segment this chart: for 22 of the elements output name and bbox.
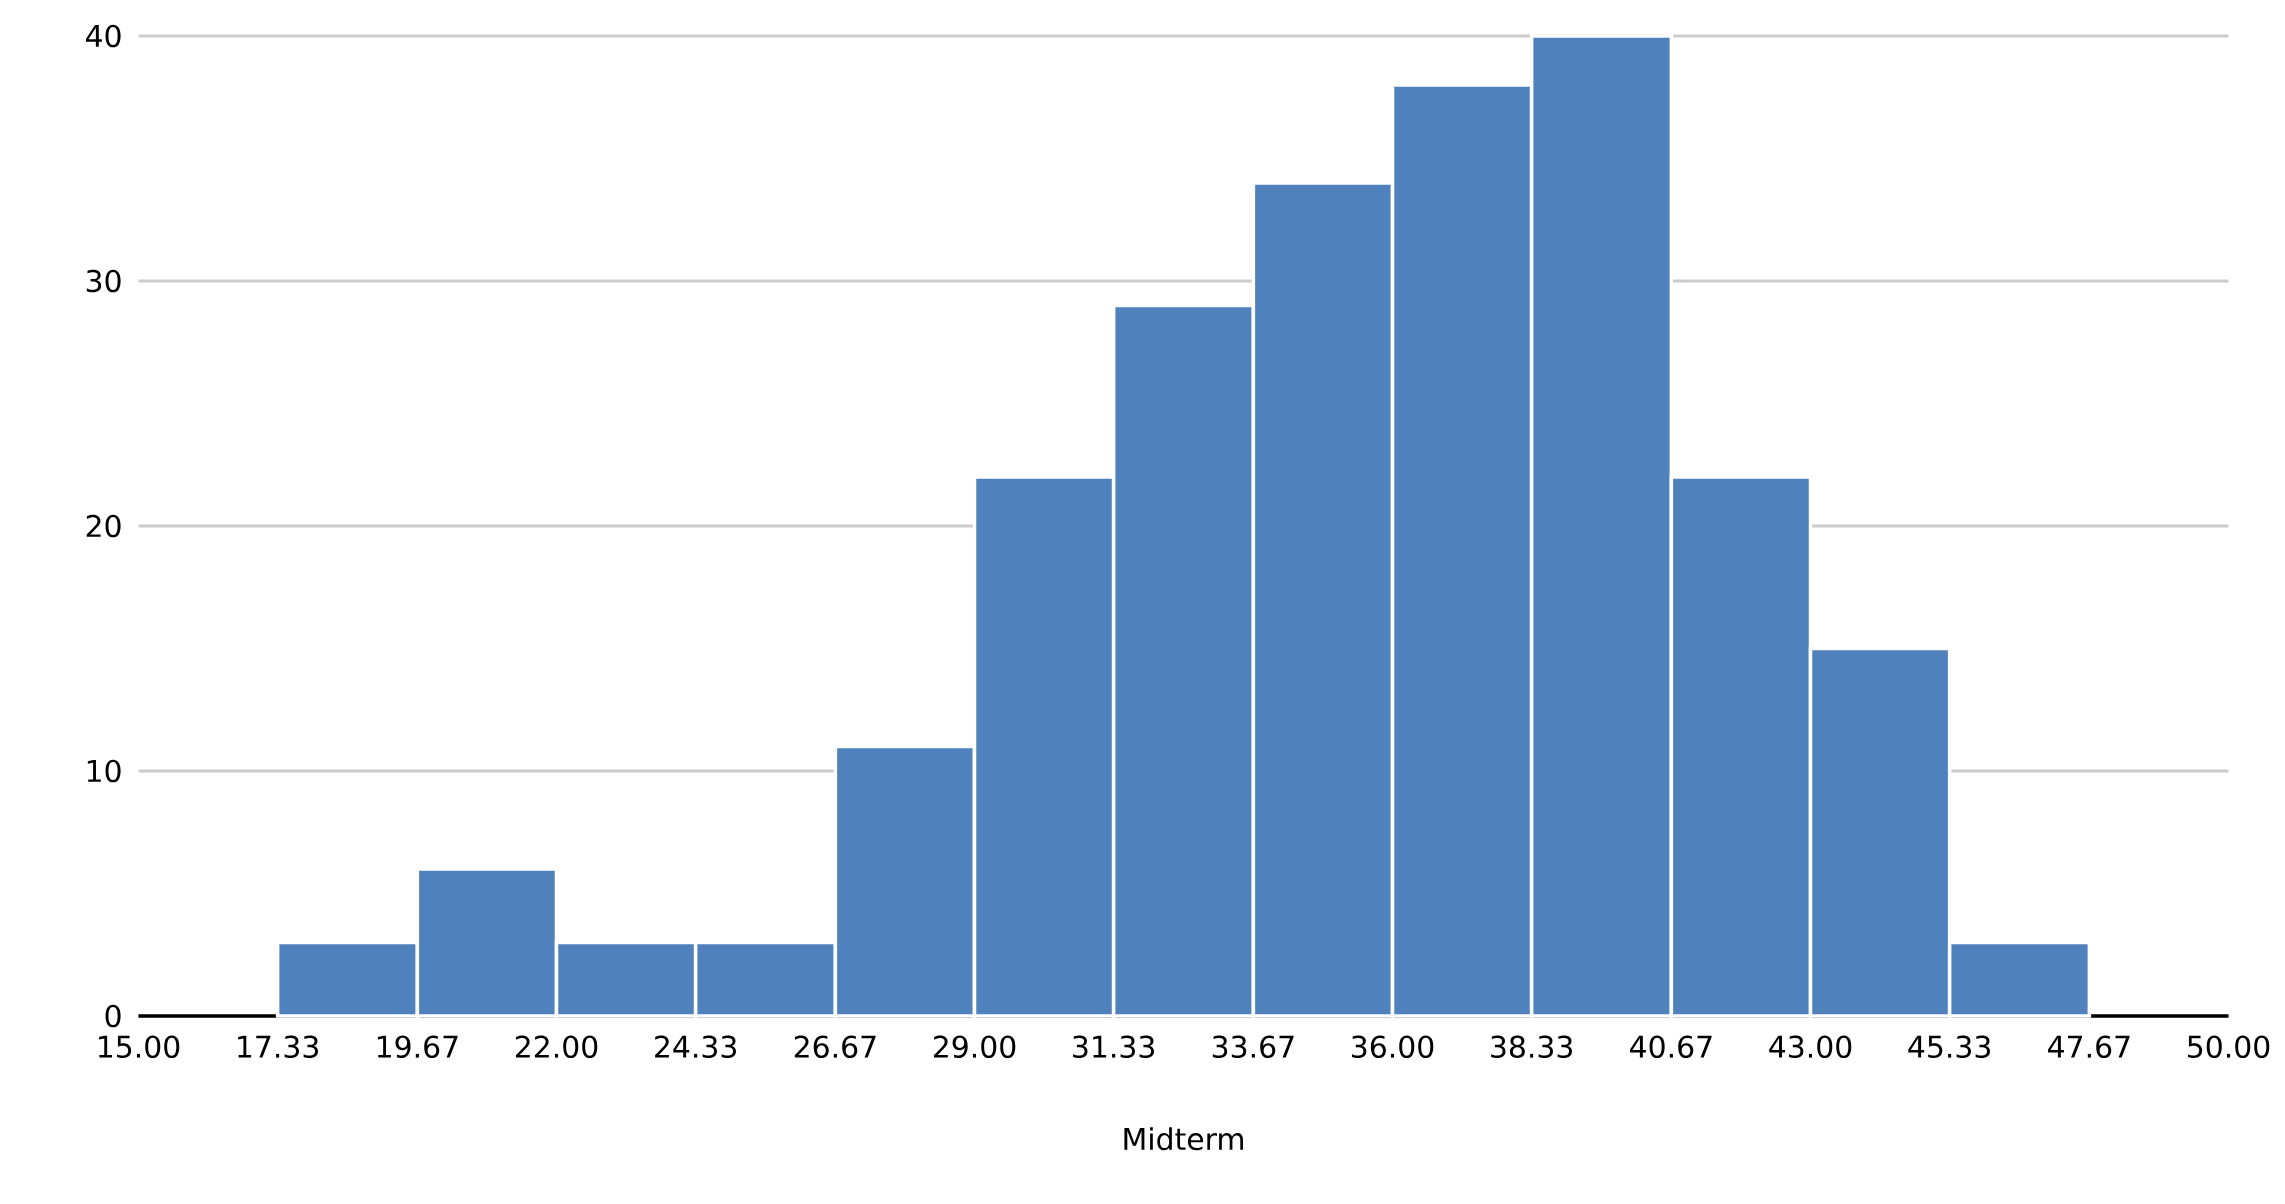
x-axis-title: Midterm <box>1124 1127 1243 1151</box>
x-tick-label: 26.67 <box>794 1035 876 1059</box>
y-tick-label: 20 <box>86 514 121 538</box>
x-tick-label: 24.33 <box>655 1035 736 1059</box>
x-tick-label: 19.67 <box>377 1035 458 1059</box>
x-tick-label: 40.67 <box>1630 1035 1712 1059</box>
x-tick-label: 36.00 <box>1352 1035 1434 1059</box>
x-tick-label: 17.33 <box>238 1035 318 1059</box>
x-tick-label: 50.00 <box>2188 1035 2270 1059</box>
x-tick-label: 38.33 <box>1491 1035 1572 1059</box>
x-tick-label: 45.33 <box>1908 1035 1990 1059</box>
x-tick-label: 33.67 <box>1212 1035 1294 1059</box>
y-tick-label: 30 <box>86 269 121 293</box>
x-tick-label: 43.00 <box>1769 1035 1852 1059</box>
x-tick-label: 47.67 <box>2048 1035 2130 1059</box>
x-tick-label: 22.00 <box>515 1035 598 1059</box>
y-tick-label: 40 <box>85 24 121 48</box>
x-tick-label: 15.00 <box>99 1035 180 1059</box>
y-tick-label: 0 <box>105 1004 121 1028</box>
x-tick-label: 31.33 <box>1073 1035 1154 1059</box>
y-tick-label: 10 <box>87 759 121 783</box>
x-tick-label: 29.00 <box>933 1035 1016 1059</box>
